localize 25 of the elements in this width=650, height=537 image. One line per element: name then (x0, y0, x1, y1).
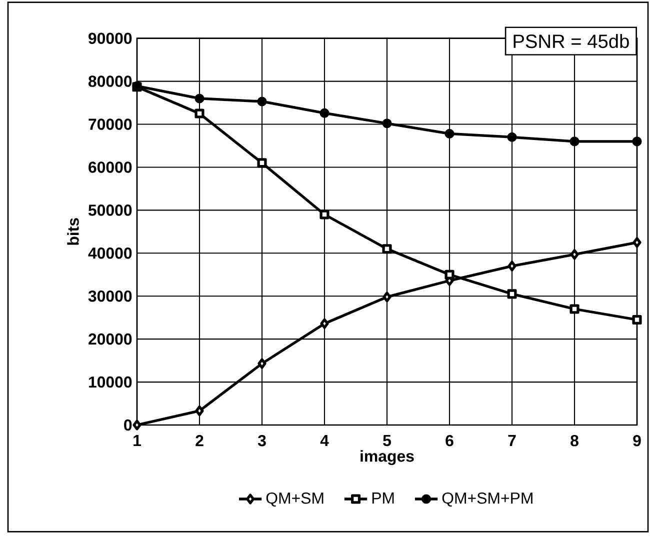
x-tick-label: 1 (134, 435, 141, 446)
x-tick-label: 9 (633, 435, 641, 446)
y-tick-label: 20000 (88, 333, 132, 345)
y-tick-label: 40000 (88, 248, 132, 259)
x-tick-label: 5 (383, 435, 391, 446)
legend-label: QM+SM (266, 492, 324, 507)
y-tick-label: 90000 (88, 32, 132, 44)
y-tick-label: 70000 (88, 118, 132, 130)
y-axis-title: bits (67, 218, 79, 245)
annotation: PSNR = 45db (514, 34, 629, 48)
y-tick-label: 10000 (88, 376, 132, 388)
x-tick-label: 8 (570, 435, 578, 446)
x-tick-label: 4 (320, 435, 329, 446)
y-tick-label: 80000 (88, 76, 132, 87)
y-tick-label: 0 (124, 419, 132, 431)
x-tick-label: 6 (446, 435, 454, 446)
y-tick-label: 60000 (88, 162, 132, 173)
x-axis-title: images (360, 450, 414, 466)
legend-label: QM+SM+PM (442, 492, 532, 507)
y-tick-label: 30000 (88, 290, 132, 302)
x-tick-label: 3 (258, 435, 266, 446)
y-tick-label: 50000 (88, 204, 132, 216)
legend-label: PM (372, 492, 394, 504)
x-tick-label: 7 (508, 435, 516, 446)
x-tick-label: 2 (196, 435, 204, 446)
